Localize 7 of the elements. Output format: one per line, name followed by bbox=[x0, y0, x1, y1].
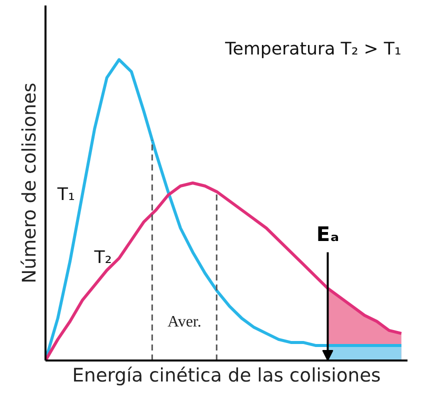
annotation: Temperatura T₂ > T₁ bbox=[224, 40, 402, 60]
annotation: Aver. bbox=[167, 313, 202, 330]
series-label: T₁ bbox=[56, 185, 75, 206]
y-axis-title: Número de colisiones bbox=[20, 82, 40, 284]
x-axis-title: Energía cinética de las colisiones bbox=[72, 366, 381, 386]
series-label: T₂ bbox=[93, 248, 112, 268]
annotation: Eₐ bbox=[316, 222, 340, 246]
